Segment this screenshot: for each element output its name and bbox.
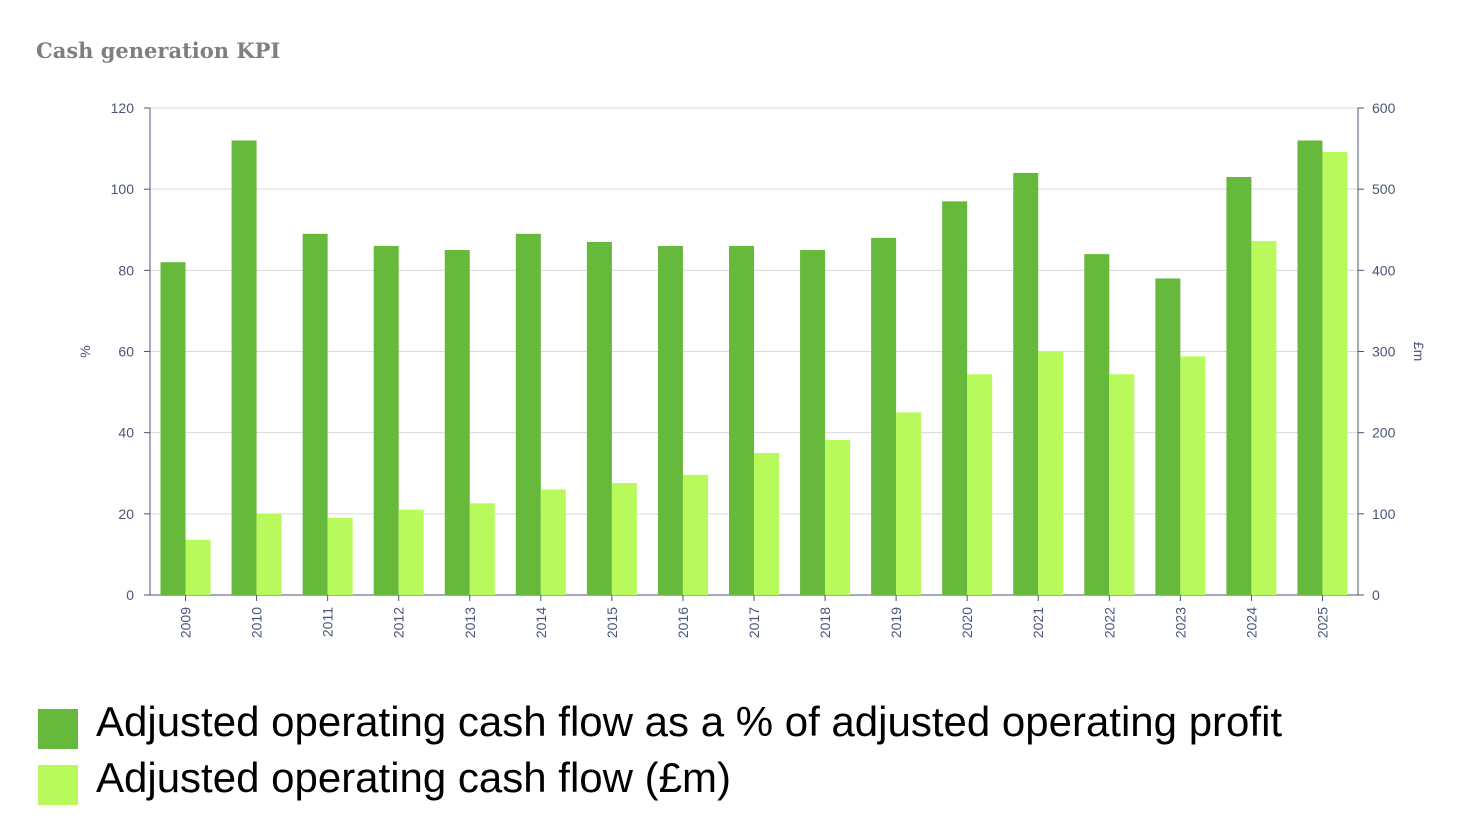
bar-gbp-2019 (896, 412, 922, 595)
x-tick-label-2024: 2024 (1243, 607, 1259, 638)
bar-pct-2019 (871, 237, 897, 595)
bar-gbp-2017 (754, 452, 779, 595)
left-tick-label: 0 (126, 587, 134, 603)
legend-item-gbp: Adjusted operating cash flow (£m) (38, 750, 1282, 806)
x-tick-label-2012: 2012 (391, 607, 407, 638)
x-tick-label-2015: 2015 (604, 607, 620, 638)
bar-gbp-2023 (1180, 356, 1206, 595)
bar-pct-2017 (729, 245, 754, 595)
bar-pct-2014 (515, 233, 541, 595)
x-tick-label-2010: 2010 (249, 607, 265, 638)
bar-pct-2020 (942, 201, 968, 595)
x-tick-label-2023: 2023 (1172, 607, 1188, 638)
legend-item-pct: Adjusted operating cash flow as a % of a… (38, 694, 1282, 750)
legend: Adjusted operating cash flow as a % of a… (38, 694, 1282, 806)
bar-gbp-2024 (1251, 241, 1277, 595)
bar-gbp-2022 (1109, 374, 1135, 595)
bar-pct-2012 (373, 245, 399, 595)
bar-gbp-2011 (327, 517, 353, 595)
bar-pct-2009 (160, 262, 186, 595)
left-tick-label: 20 (118, 506, 134, 522)
bar-pct-2023 (1155, 278, 1181, 595)
x-tick-label-2019: 2019 (888, 607, 904, 638)
right-tick-label: 300 (1372, 344, 1396, 360)
left-tick-label: 60 (118, 344, 134, 360)
bar-gbp-2012 (398, 509, 424, 595)
chart-title: Cash generation KPI (36, 38, 281, 63)
y-axis-label-right: £m (1411, 342, 1427, 361)
left-tick-label: 80 (118, 262, 134, 278)
legend-label-pct: Adjusted operating cash flow as a % of a… (96, 698, 1283, 745)
bar-gbp-2018 (825, 439, 851, 595)
bar-gbp-2020 (967, 374, 993, 595)
left-tick-label: 40 (118, 425, 134, 441)
right-tick-label: 600 (1372, 100, 1396, 116)
bar-pct-2013 (444, 250, 470, 595)
x-tick-label-2013: 2013 (462, 607, 478, 638)
right-tick-label: 100 (1372, 506, 1396, 522)
bar-pct-2010 (231, 140, 257, 595)
x-tick-label-2021: 2021 (1030, 607, 1046, 638)
bar-pct-2021 (1013, 172, 1039, 595)
legend-label-gbp: Adjusted operating cash flow (£m) (96, 754, 731, 801)
bar-gbp-2016 (682, 474, 708, 595)
y-axis-label-left: % (77, 345, 93, 357)
bar-gbp-2014 (540, 489, 566, 595)
x-tick-label-2011: 2011 (320, 607, 336, 637)
bar-gbp-2021 (1038, 351, 1064, 595)
x-tick-label-2016: 2016 (675, 607, 691, 638)
bar-pct-2024 (1226, 176, 1252, 595)
x-tick-label-2020: 2020 (959, 607, 975, 638)
x-tick-label-2014: 2014 (533, 607, 549, 638)
right-tick-label: 500 (1372, 181, 1396, 197)
right-tick-label: 400 (1372, 262, 1396, 278)
left-tick-label: 120 (111, 100, 135, 116)
x-tick-label-2022: 2022 (1101, 607, 1117, 638)
right-tick-label: 200 (1372, 425, 1396, 441)
bar-gbp-2013 (469, 503, 495, 595)
bar-pct-2022 (1084, 254, 1110, 595)
bar-pct-2025 (1297, 140, 1323, 595)
bar-gbp-2015 (611, 482, 637, 595)
x-tick-label-2018: 2018 (817, 607, 833, 638)
x-tick-label-2017: 2017 (746, 607, 762, 638)
bar-pct-2018 (800, 250, 826, 595)
left-tick-label: 100 (111, 181, 135, 197)
bar-gbp-2025 (1322, 151, 1348, 595)
legend-swatch-gbp (38, 765, 78, 805)
bar-gbp-2009 (185, 539, 211, 595)
bar-pct-2011 (302, 233, 328, 595)
bar-gbp-2010 (256, 513, 282, 595)
x-tick-label-2025: 2025 (1314, 607, 1330, 638)
legend-swatch-pct (38, 709, 78, 749)
x-tick-label-2009: 2009 (178, 607, 194, 638)
bar-chart: 0 20 40 60 80 100 120 0 100 200 300 400 500 600% £m 200… (77, 100, 1427, 638)
bar-pct-2016 (657, 245, 683, 595)
bar-pct-2015 (586, 241, 612, 596)
right-tick-label: 0 (1372, 587, 1380, 603)
